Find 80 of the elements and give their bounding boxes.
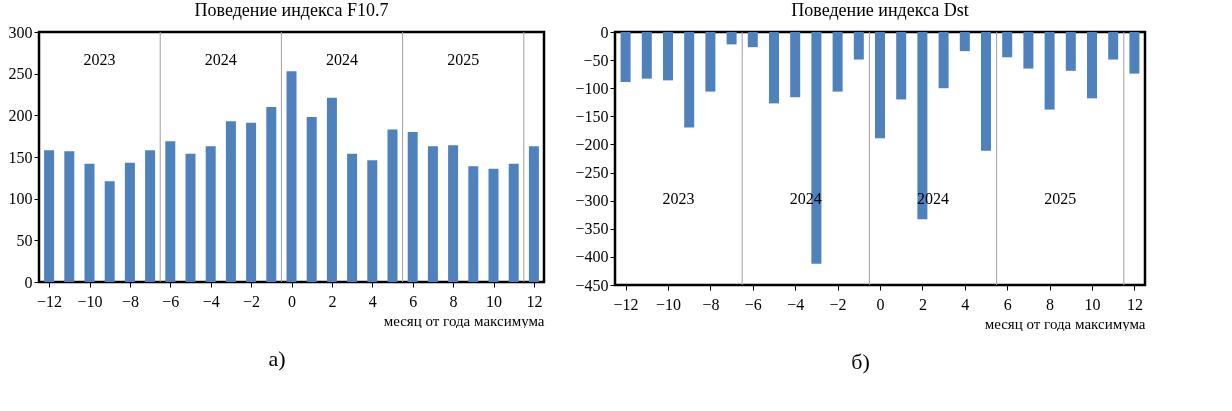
x-tick-label: 8 (449, 292, 458, 310)
x-tick-label: −4 (787, 295, 805, 313)
bar (508, 163, 519, 282)
bar (104, 181, 115, 282)
x-axis-title: месяц от года максимума (383, 312, 545, 329)
y-tick-label: −450 (575, 276, 609, 294)
annotation: 2025 (447, 51, 480, 68)
annotation: 2024 (326, 51, 358, 68)
y-tick-label: 150 (8, 148, 33, 166)
x-tick-label: 0 (876, 295, 885, 313)
x-tick-label: 0 (288, 292, 296, 310)
text: б) (851, 349, 870, 375)
x-tick-label: 12 (1126, 295, 1143, 313)
y-tick-label: 0 (600, 23, 609, 41)
y-tick-label: −350 (575, 220, 609, 238)
x-tick-label: 8 (1046, 295, 1055, 313)
x-tick-label: 6 (1003, 295, 1012, 313)
y-tick-label: −250 (575, 164, 609, 182)
bar (468, 166, 479, 282)
bar (528, 146, 539, 282)
y-tick-label: 200 (8, 106, 33, 124)
bar (205, 146, 216, 282)
bar (124, 162, 135, 282)
bar (306, 117, 317, 282)
y-tick-label: −200 (575, 135, 609, 153)
bar (448, 145, 459, 282)
bar (185, 153, 196, 282)
bar (427, 146, 438, 282)
x-tick-label: −2 (829, 295, 847, 313)
bar (266, 107, 277, 282)
x-tick-label: −12 (37, 292, 63, 310)
y-tick-label: 250 (8, 65, 33, 83)
x-tick-label: 10 (486, 292, 502, 310)
y-tick-label: −300 (575, 192, 609, 210)
x-tick-label: −10 (655, 295, 682, 313)
x-tick-label: −2 (243, 292, 261, 310)
y-tick-label: 50 (16, 231, 33, 249)
bar (64, 151, 75, 282)
bar (326, 97, 337, 282)
bar (488, 168, 499, 282)
x-axis-title: месяц от года максимума (984, 315, 1146, 332)
annotation: 2023 (662, 189, 695, 207)
bar (84, 163, 95, 282)
y-tick-label: −150 (575, 107, 609, 125)
y-tick-label: −400 (575, 248, 609, 266)
bar (347, 153, 358, 282)
x-tick-label: −4 (202, 292, 220, 310)
annotation: 2023 (83, 51, 116, 68)
bar (367, 160, 378, 282)
y-tick-label: 100 (8, 190, 33, 208)
y-tick-label: 300 (8, 23, 33, 41)
bar (225, 121, 236, 282)
annotation: 2025 (1044, 189, 1077, 207)
x-tick-label: −8 (702, 295, 720, 313)
y-tick-label: −50 (583, 51, 609, 69)
x-tick-label: −6 (162, 292, 180, 310)
bar (286, 71, 297, 282)
text: а) (268, 346, 286, 372)
x-tick-label: 4 (368, 292, 377, 310)
bar (44, 150, 55, 282)
x-tick-label: 4 (961, 295, 970, 313)
bar (407, 132, 418, 282)
x-tick-label: −6 (744, 295, 762, 313)
x-tick-label: 6 (409, 292, 418, 310)
x-tick-label: 2 (328, 292, 337, 310)
x-tick-label: 2 (918, 295, 927, 313)
chart-title: Поведение индекса Dst (791, 0, 969, 20)
x-tick-label: −10 (77, 292, 103, 310)
chart-title: Поведение индекса F10.7 (194, 0, 389, 20)
annotation: 2024 (204, 51, 237, 68)
x-tick-label: 12 (526, 292, 543, 310)
bar (145, 150, 156, 282)
bar (165, 141, 176, 282)
y-tick-label: 0 (24, 273, 33, 291)
x-tick-label: 10 (1084, 295, 1101, 313)
bar (387, 129, 398, 282)
x-tick-label: −8 (121, 292, 139, 310)
x-tick-label: −12 (613, 295, 639, 313)
y-tick-label: −100 (575, 79, 609, 97)
bar (246, 122, 257, 282)
